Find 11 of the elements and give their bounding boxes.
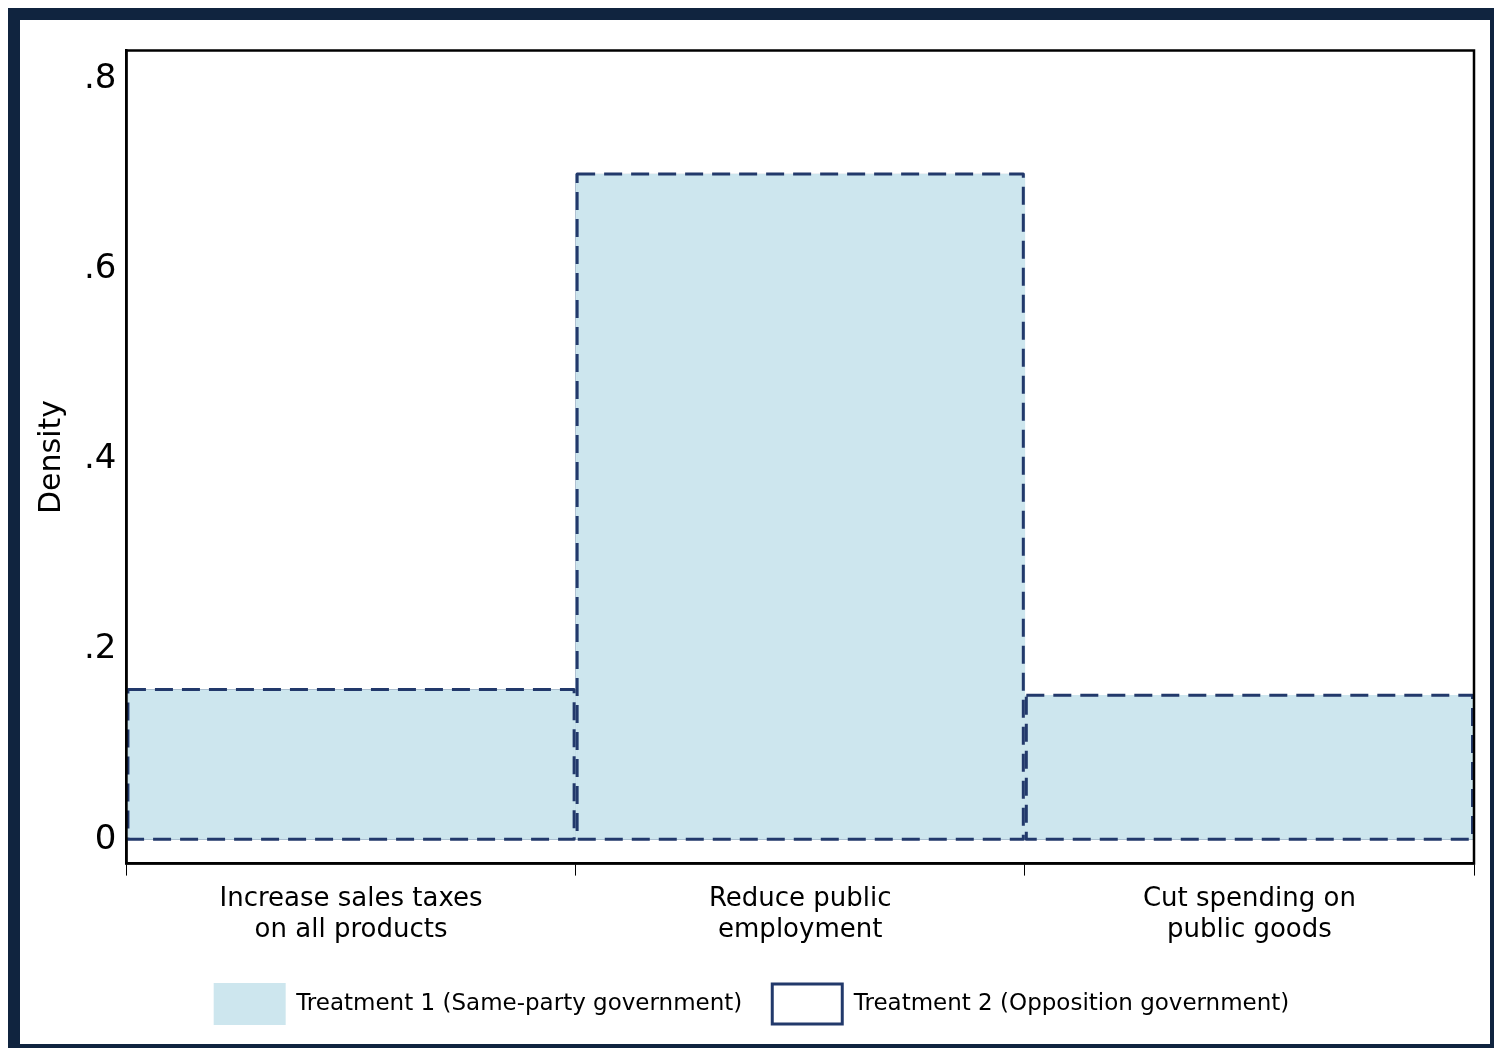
y-tick-label: .6 — [83, 245, 117, 286]
x-tick-label: Reduce public employment — [708, 881, 892, 944]
legend-label: Treatment 1 (Same-party government) — [295, 988, 743, 1015]
y-tick-label: 0 — [94, 816, 117, 857]
y-tick-label: .8 — [83, 55, 117, 96]
x-tick-label: Cut spending on public goods — [1142, 881, 1356, 944]
y-tick-label: .2 — [83, 626, 117, 667]
x-tick-label: Increase sales taxes on all products — [219, 881, 483, 944]
y-tick-label: .4 — [83, 436, 117, 477]
y-axis-title: Density — [31, 399, 67, 515]
legend-label: Treatment 2 (Opposition government) — [852, 988, 1290, 1015]
